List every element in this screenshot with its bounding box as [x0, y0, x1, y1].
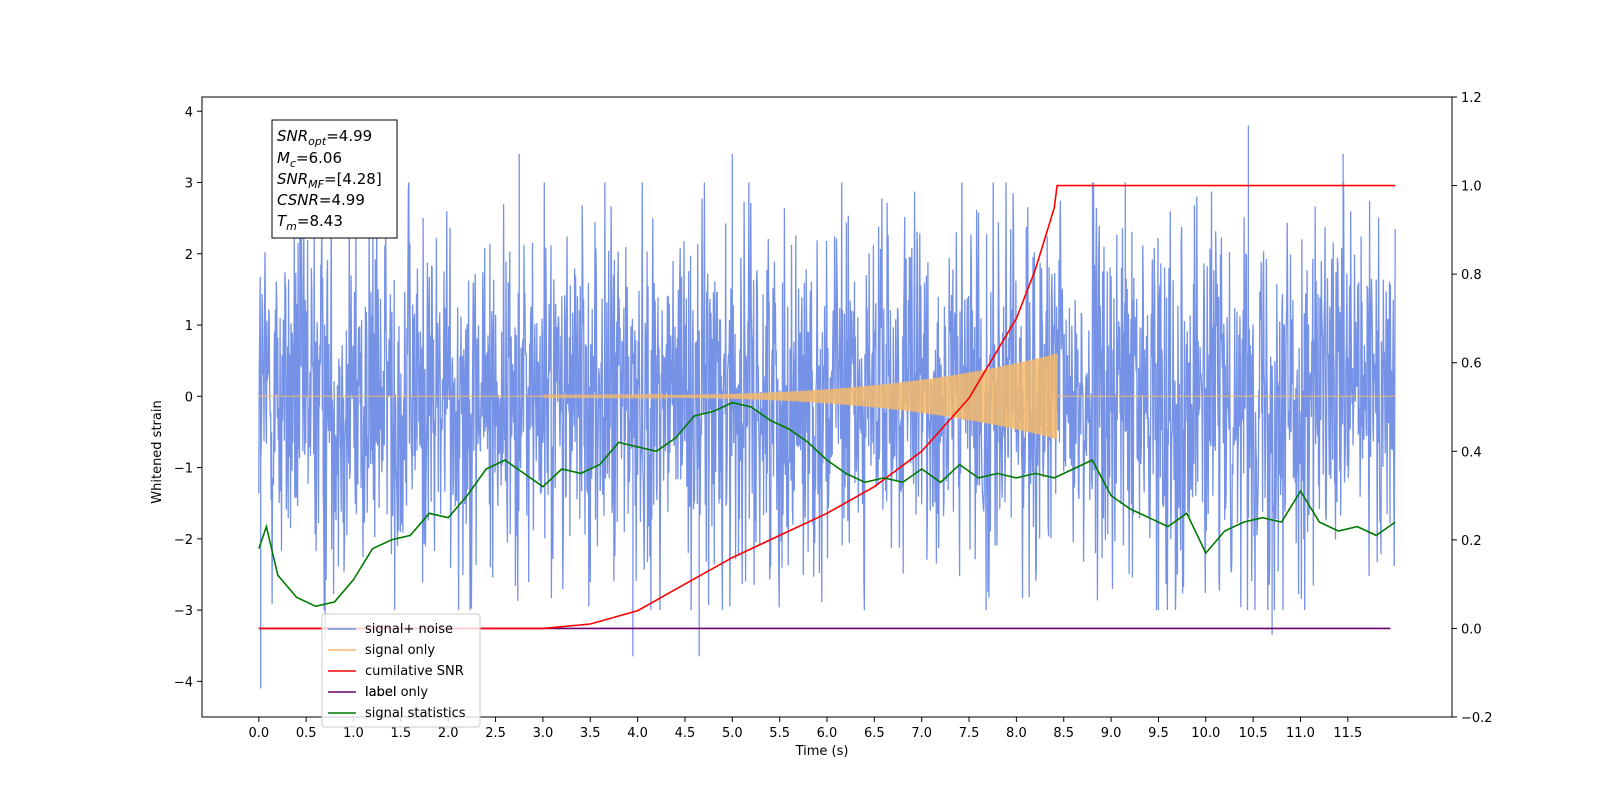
x-tick-label: 1.0	[343, 726, 364, 741]
info-box: SNRopt=4.99 Mc=6.06 SNRMF=[4.28] CSNR=4.…	[271, 119, 398, 239]
x-tick-label: 11.0	[1286, 726, 1315, 741]
y-tick-label-left: −2	[174, 533, 193, 548]
x-tick-label: 3.5	[580, 726, 601, 741]
y-tick-label-left: 3	[185, 177, 193, 192]
y-tick-label-left: −4	[174, 675, 193, 690]
info-csnr: CSNR=4.99	[277, 191, 365, 209]
legend: label only signal+ noise signal only cumila…	[321, 613, 481, 728]
y-tick-label-right: 0.6	[1461, 357, 1482, 372]
info-tm: Tm=8.43	[277, 212, 343, 233]
series-cumulative-snr	[258, 184, 1396, 630]
y-tick-label-right: 0.8	[1461, 268, 1482, 283]
legend-label: signal only	[365, 643, 435, 658]
y-tick-label-right: 0.2	[1461, 534, 1482, 549]
x-tick-label: 4.5	[675, 726, 696, 741]
info-mc: Mc=6.06	[277, 149, 342, 170]
legend-hidden-label-only: label only	[365, 685, 428, 700]
y-tick-label-left: −1	[174, 462, 193, 477]
x-tick-label: 3.0	[533, 726, 554, 741]
series-signal-statistics	[258, 401, 1396, 608]
x-tick-label: 2.0	[438, 726, 459, 741]
y-tick-label-left: 4	[185, 105, 193, 120]
legend-frame	[321, 613, 481, 728]
y-tick-label-right: −0.2	[1461, 711, 1493, 726]
x-tick-label: 5.5	[769, 726, 790, 741]
x-tick-label: 0.5	[296, 726, 317, 741]
x-tick-label: 6.0	[817, 726, 838, 741]
y-tick-label-left: −3	[174, 604, 193, 619]
x-tick-label: 0.0	[248, 726, 269, 741]
x-tick-label: 5.0	[722, 726, 743, 741]
x-tick-label: 7.5	[959, 726, 980, 741]
y-tick-label-left: 2	[185, 248, 193, 263]
legend-label: signal+ noise	[365, 622, 453, 637]
info-box-frame	[271, 119, 398, 239]
x-tick-label: 11.5	[1333, 726, 1362, 741]
plot-area	[258, 125, 1396, 689]
axes: 0.0 0.5 1.0 1.5 2.0 2.5 3.0 3.5 4.0 4.5 5.0 5.5 6.0 6…	[174, 91, 1493, 741]
y-axis-label-left: Whitened strain	[150, 400, 165, 503]
legend-label: signal statistics	[365, 706, 466, 721]
x-tick-label: 8.0	[1006, 726, 1027, 741]
y-tick-label-right: 1.2	[1461, 91, 1482, 106]
x-tick-label: 1.5	[391, 726, 412, 741]
legend-label: cumilative SNR	[365, 664, 464, 679]
series-signal-only	[258, 353, 1396, 439]
x-tick-label: 10.0	[1191, 726, 1220, 741]
y-tick-label-left: 0	[185, 390, 193, 405]
x-axis-label: Time (s)	[795, 744, 849, 759]
x-tick-label: 7.0	[911, 726, 932, 741]
x-tick-label: 6.5	[864, 726, 885, 741]
legend-label: label	[365, 685, 396, 700]
x-tick-label: 10.5	[1239, 726, 1268, 741]
y-tick-label-right: 0.0	[1461, 622, 1482, 637]
series-signal-noise	[258, 125, 1396, 689]
info-snr-opt: SNRopt=4.99	[277, 127, 372, 148]
y-tick-label-right: 1.0	[1461, 180, 1482, 195]
info-snr-mf: SNRMF=[4.28]	[277, 170, 382, 191]
x-tick-label: 2.5	[485, 726, 506, 741]
x-tick-label: 9.0	[1101, 726, 1122, 741]
y-tick-label-right: 0.4	[1461, 445, 1482, 460]
x-tick-label: 9.5	[1148, 726, 1169, 741]
y-tick-label-left: 1	[185, 319, 193, 334]
x-tick-label: 4.0	[627, 726, 648, 741]
x-tick-label: 8.5	[1053, 726, 1074, 741]
